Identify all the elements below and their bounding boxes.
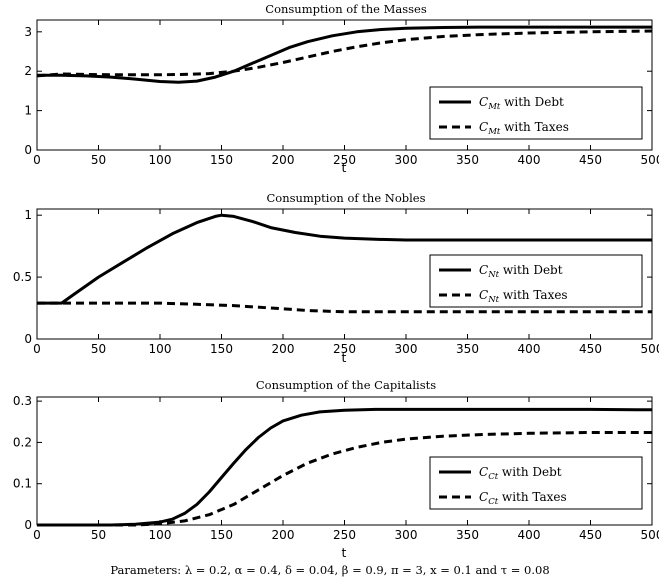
y-tick-label: 0 xyxy=(24,143,32,157)
legend-label-debt: CCt with Debt xyxy=(479,465,562,482)
x-axis-label: t xyxy=(342,545,347,560)
panel-title: Consumption of the Nobles xyxy=(266,191,425,205)
panel-title: Consumption of the Masses xyxy=(265,2,427,16)
x-tick-label: 100 xyxy=(149,528,172,542)
x-tick-label: 400 xyxy=(518,528,541,542)
x-tick-label: 0 xyxy=(33,528,41,542)
y-tick-label: 1 xyxy=(24,104,32,118)
x-tick-label: 250 xyxy=(333,528,356,542)
series-lines xyxy=(37,407,653,527)
x-axis: 0 50 100 150 200 250 300 350 400 450 500 xyxy=(33,397,659,542)
panel-masses: Consumption of the Masses 0 50 100 150 200 25… xyxy=(24,2,659,175)
x-tick-label: 100 xyxy=(149,153,172,167)
x-tick-label: 350 xyxy=(456,342,479,356)
x-tick-label: 400 xyxy=(518,153,541,167)
x-tick-label: 0 xyxy=(33,342,41,356)
x-axis-label: t xyxy=(342,350,347,365)
x-axis: 0 50 100 150 200 250 300 350 400 450 500 xyxy=(33,209,659,356)
x-tick-label: 250 xyxy=(333,342,356,356)
x-tick-label: 50 xyxy=(91,342,106,356)
x-tick-label: 150 xyxy=(210,342,233,356)
series-lines xyxy=(36,25,653,84)
x-tick-label: 300 xyxy=(395,153,418,167)
x-tick-label: 200 xyxy=(272,342,295,356)
x-tick-label: 450 xyxy=(579,153,602,167)
x-tick-label: 500 xyxy=(641,153,659,167)
x-tick-label: 350 xyxy=(456,528,479,542)
x-tick-label: 200 xyxy=(272,153,295,167)
y-tick-label: 0.1 xyxy=(13,477,32,491)
series-line-debt xyxy=(37,213,652,305)
x-axis: 0 50 100 150 200 250 300 350 400 450 500 xyxy=(33,20,659,167)
y-tick-label: 0.2 xyxy=(13,435,32,449)
legend-label-taxes: CCt with Taxes xyxy=(479,490,567,507)
y-tick-label: 2 xyxy=(24,64,32,78)
legend-label-taxes: CMt with Taxes xyxy=(479,120,569,137)
x-tick-label: 250 xyxy=(333,153,356,167)
legend-label-debt: CMt with Debt xyxy=(479,95,564,112)
x-tick-label: 200 xyxy=(272,528,295,542)
x-tick-label: 150 xyxy=(210,528,233,542)
y-tick-label: 0.3 xyxy=(13,394,32,408)
legend: CCt with Debt CCt with Taxes xyxy=(429,456,643,510)
x-tick-label: 350 xyxy=(456,153,479,167)
x-tick-label: 300 xyxy=(395,528,418,542)
panel-nobles: Consumption of the Nobles 0 50 100 150 200 25… xyxy=(13,191,659,365)
series-line-debt xyxy=(37,25,652,84)
legend-box xyxy=(429,86,643,140)
x-tick-label: 400 xyxy=(518,342,541,356)
y-axis: 00.51 xyxy=(13,208,652,346)
y-axis: 0 1 2 3 xyxy=(24,25,652,157)
series-line-taxes xyxy=(37,431,652,527)
x-tick-label: 100 xyxy=(149,342,172,356)
x-tick-label: 500 xyxy=(641,528,659,542)
x-axis-label: t xyxy=(342,160,347,175)
legend-label-debt: CNt with Debt xyxy=(479,263,563,280)
legend: CNt with Debt CNt with Taxes xyxy=(429,254,643,308)
x-tick-label: 500 xyxy=(641,342,659,356)
y-tick-label: 1 xyxy=(24,208,32,222)
x-tick-label: 450 xyxy=(579,342,602,356)
x-tick-label: 150 xyxy=(210,153,233,167)
y-tick-label: 3 xyxy=(24,25,32,39)
legend-box xyxy=(429,456,643,510)
y-axis: 0 0.1 0.2 0.3 xyxy=(13,394,652,532)
x-tick-label: 0 xyxy=(33,153,41,167)
panel-title: Consumption of the Capitalists xyxy=(256,378,436,392)
series-line-debt xyxy=(37,407,653,527)
legend-label-taxes: CNt with Taxes xyxy=(479,288,568,305)
x-tick-label: 50 xyxy=(91,153,106,167)
legend-box xyxy=(429,254,643,308)
y-tick-label: 0.5 xyxy=(13,270,32,284)
x-tick-label: 50 xyxy=(91,528,106,542)
series-lines xyxy=(37,213,652,314)
panel-capitalists: Consumption of the Capitalists 0 50 100 150… xyxy=(13,378,659,560)
y-tick-label: 0 xyxy=(24,518,32,532)
series-line-taxes xyxy=(37,301,652,314)
x-tick-label: 300 xyxy=(395,342,418,356)
y-tick-label: 0 xyxy=(24,332,32,346)
series-line-taxes xyxy=(36,29,653,78)
figure-caption: Parameters: λ = 0.2, α = 0.4, δ = 0.04, … xyxy=(110,563,549,577)
x-tick-label: 450 xyxy=(579,528,602,542)
legend: CMt with Debt CMt with Taxes xyxy=(429,86,643,140)
